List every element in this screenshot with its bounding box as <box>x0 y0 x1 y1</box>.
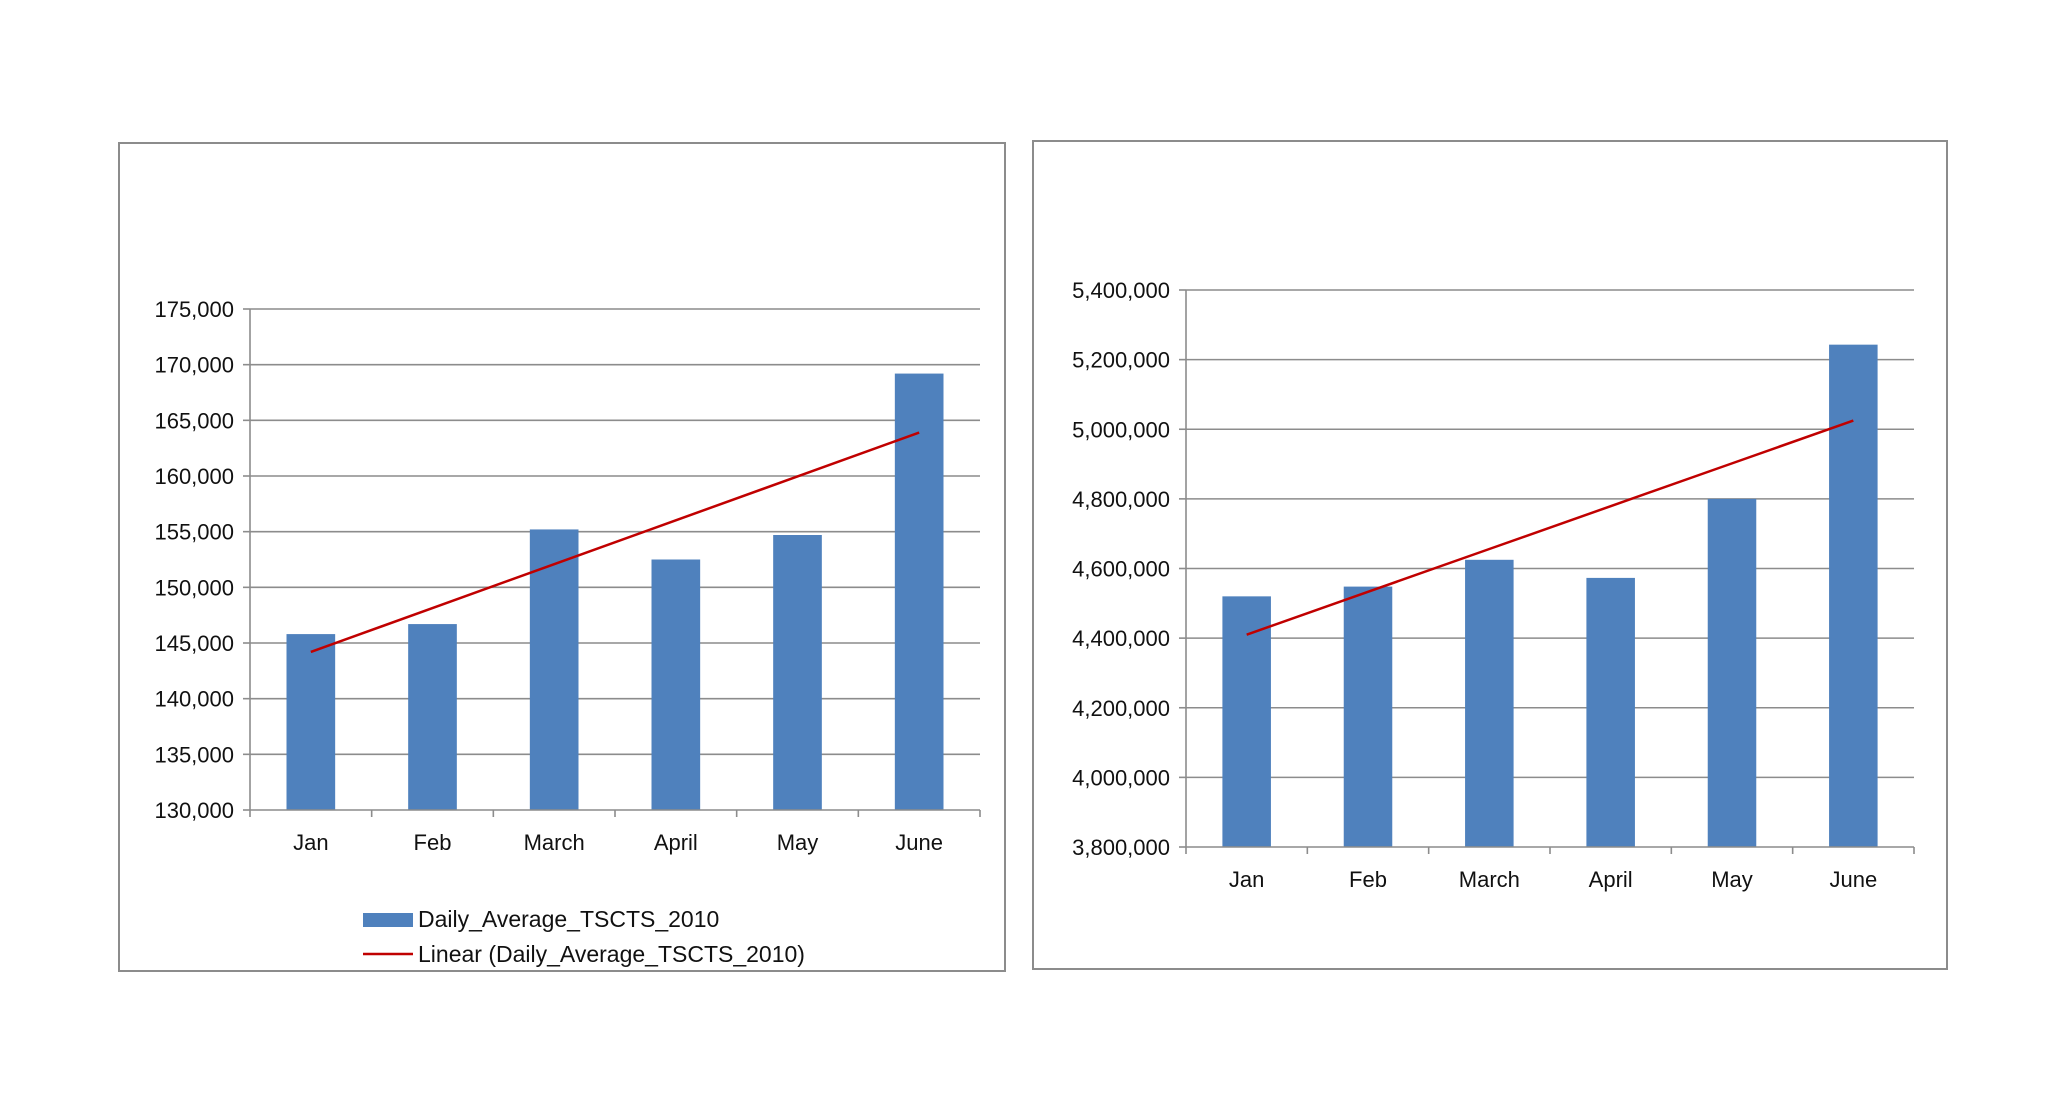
right-gridlines <box>1186 289 1914 779</box>
y-tick-label: 165,000 <box>154 408 234 433</box>
trendline-path <box>1246 419 1854 636</box>
legend-entry-trendline: Linear (Daily_Average_TSCTS_2010) <box>418 941 805 967</box>
y-tick-label: 140,000 <box>154 687 234 712</box>
y-tick-label: 155,000 <box>154 520 234 545</box>
y-tick-label: 150,000 <box>154 575 234 600</box>
bar-may <box>1707 498 1757 847</box>
bar-feb <box>1343 586 1393 847</box>
trendline-path <box>310 431 920 654</box>
right-trendline <box>1246 419 1854 636</box>
legend-bar-swatch <box>363 913 413 927</box>
y-tick-label: 4,000,000 <box>1072 765 1170 790</box>
y-tick-label: 130,000 <box>154 798 234 823</box>
left-gridlines <box>250 308 980 756</box>
x-tick-label: May <box>1711 867 1753 892</box>
x-tick-label: May <box>777 830 819 855</box>
bar-march <box>529 529 579 810</box>
x-tick-label: Jan <box>293 830 328 855</box>
left-bars <box>286 373 944 810</box>
left-bar-chart: 130,000 135,000 140,000 145,000 150,000 155,0… <box>154 297 981 967</box>
y-tick-label: 160,000 <box>154 464 234 489</box>
bar-march <box>1465 559 1514 847</box>
y-tick-label: 145,000 <box>154 631 234 656</box>
y-tick-label: 175,000 <box>154 297 234 322</box>
legend-entry-bars: Daily_Average_TSCTS_2010 <box>418 906 719 932</box>
y-tick-label: 5,000,000 <box>1072 417 1170 442</box>
bar-jan <box>1222 596 1271 847</box>
right-bars <box>1222 344 1878 847</box>
x-tick-label: March <box>524 830 585 855</box>
left-x-tick-labels: Jan Feb March April May June <box>293 830 943 855</box>
left-trendline <box>310 431 920 654</box>
y-tick-label: 170,000 <box>154 353 234 378</box>
bar-april <box>1586 577 1635 847</box>
bar-jan <box>286 634 336 810</box>
y-tick-label: 5,400,000 <box>1072 278 1170 303</box>
bar-feb <box>408 624 457 810</box>
bar-may <box>773 535 822 810</box>
y-tick-label: 4,800,000 <box>1072 487 1170 512</box>
left-legend: Daily_Average_TSCTS_2010 Linear (Daily_A… <box>363 906 805 967</box>
y-tick-label: 4,200,000 <box>1072 696 1170 721</box>
x-tick-label: June <box>895 830 943 855</box>
bar-june <box>1829 344 1878 847</box>
left-y-tick-labels: 130,000 135,000 140,000 145,000 150,000 155,0… <box>154 297 234 823</box>
y-tick-label: 4,400,000 <box>1072 626 1170 651</box>
x-tick-label: June <box>1829 867 1877 892</box>
y-tick-label: 5,200,000 <box>1072 348 1170 373</box>
right-axes <box>1179 289 1915 854</box>
right-bar-chart: 3,800,000 4,000,000 4,200,000 4,400,000 4,60… <box>1072 278 1915 892</box>
y-tick-label: 4,600,000 <box>1072 557 1170 582</box>
left-axes <box>243 308 981 817</box>
y-tick-label: 135,000 <box>154 742 234 767</box>
x-tick-label: April <box>654 830 698 855</box>
x-tick-label: Feb <box>414 830 452 855</box>
right-chart-panel: 3,800,000 4,000,000 4,200,000 4,400,000 4,60… <box>1032 140 1948 970</box>
right-x-tick-labels: Jan Feb March April May June <box>1229 867 1877 892</box>
x-tick-label: Jan <box>1229 867 1264 892</box>
x-tick-label: March <box>1459 867 1520 892</box>
x-tick-label: April <box>1589 867 1633 892</box>
right-y-tick-labels: 3,800,000 4,000,000 4,200,000 4,400,000 4,60… <box>1072 278 1170 860</box>
bar-june <box>894 373 944 810</box>
x-tick-label: Feb <box>1349 867 1387 892</box>
y-tick-label: 3,800,000 <box>1072 835 1170 860</box>
left-chart-panel: 130,000 135,000 140,000 145,000 150,000 155,0… <box>118 142 1006 972</box>
bar-april <box>651 559 701 810</box>
